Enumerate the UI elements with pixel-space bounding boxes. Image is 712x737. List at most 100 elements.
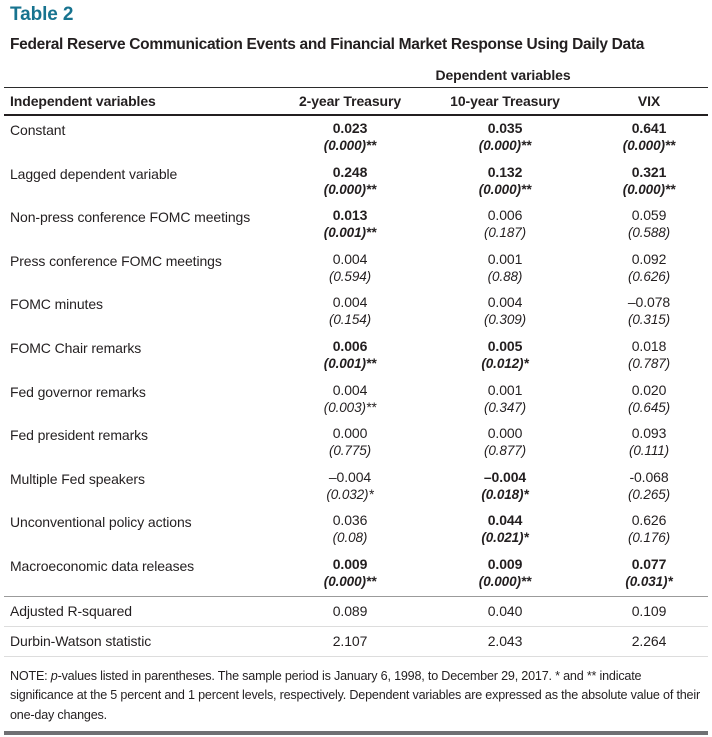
coefficient: 0.044 <box>487 512 523 529</box>
p-value: (0.154) <box>328 312 372 328</box>
p-value: (0.626) <box>627 268 671 284</box>
table-row-fed-governor: Fed governor remarks 0.004 (0.003)** 0.0… <box>4 378 708 422</box>
table-row-macro-data: Macroeconomic data releases 0.009 (0.000… <box>4 552 708 596</box>
table-row-constant: Constant 0.023 (0.000)** 0.035 (0.000)**… <box>4 116 708 160</box>
cell: 0.018 (0.787) <box>590 334 708 378</box>
p-value: (0.08) <box>332 530 368 546</box>
coefficient: 0.004 <box>487 294 523 311</box>
cell: 0.001 (0.88) <box>420 247 590 291</box>
note-prefix: NOTE: <box>10 668 51 683</box>
rule-between-stats <box>4 625 708 627</box>
coefficient: –0.078 <box>627 294 671 311</box>
cell: 0.005 (0.012)* <box>420 334 590 378</box>
cell: 0.641 (0.000)** <box>590 116 708 160</box>
p-value: (0.645) <box>627 399 671 415</box>
cell: –0.004 (0.018)* <box>420 465 590 509</box>
cell: 0.248 (0.000)** <box>280 160 420 204</box>
column-header-row: Independent variables 2-year Treasury 10… <box>4 88 708 114</box>
rule-above-stats <box>4 595 708 597</box>
cell: 0.000 (0.775) <box>280 421 420 465</box>
stat-value: 2.107 <box>332 632 368 649</box>
rule-under-group-header <box>4 87 708 88</box>
row-label: Adjusted R-squared <box>10 602 132 619</box>
cell: –0.078 (0.315) <box>590 290 708 334</box>
p-value: (0.000)** <box>478 138 532 153</box>
coefficient: 0.000 <box>487 425 523 442</box>
p-value: (0.877) <box>483 443 527 459</box>
coefficient: –0.004 <box>328 468 372 485</box>
stat-value: 2.264 <box>631 632 667 649</box>
coefficient: 0.013 <box>332 207 368 224</box>
regression-table: Dependent variables Independent variable… <box>4 63 708 736</box>
coefficient: 0.093 <box>631 425 667 442</box>
table-row-press-fomc: Press conference FOMC meetings 0.004 (0.… <box>4 247 708 291</box>
p-value: (0.000)** <box>478 573 532 589</box>
coefficient: 0.036 <box>332 512 368 529</box>
bottom-rule <box>4 731 708 736</box>
coefficient: 0.077 <box>631 555 667 572</box>
row-label: Multiple Fed speakers <box>10 470 145 487</box>
p-value: (0.012)* <box>481 355 529 371</box>
table-row-lagged-dependent: Lagged dependent variable 0.248 (0.000)*… <box>4 160 708 204</box>
coefficient: 0.004 <box>332 381 368 398</box>
stat-value: 0.040 <box>487 602 523 619</box>
cell: 0.013 (0.001)** <box>280 203 420 247</box>
coefficient: 0.006 <box>332 337 368 354</box>
coefficient: 0.004 <box>332 250 368 267</box>
cell: -0.068 (0.265) <box>590 465 708 509</box>
cell: 0.004 (0.154) <box>280 290 420 334</box>
stat-value: 0.109 <box>631 602 667 619</box>
p-value: (0.021)* <box>481 530 529 546</box>
cell: 0.004 (0.594) <box>280 247 420 291</box>
coefficient: 0.006 <box>487 207 523 224</box>
row-label: Unconventional policy actions <box>10 514 192 531</box>
table-row-adjusted-r-squared: Adjusted R-squared 0.089 0.040 0.109 <box>4 597 708 626</box>
row-label: Lagged dependent variable <box>10 165 178 182</box>
column-header-2yr-treasury: 2-year Treasury <box>298 93 402 109</box>
cell: 0.004 (0.003)** <box>280 378 420 422</box>
coefficient: 0.626 <box>631 512 667 529</box>
table-row-unconventional-policy: Unconventional policy actions 0.036 (0.0… <box>4 508 708 552</box>
cell: 0.059 (0.588) <box>590 203 708 247</box>
p-value: (0.018)* <box>481 486 529 502</box>
table-title: Federal Reserve Communication Events and… <box>10 36 645 53</box>
p-value: (0.000)** <box>323 181 377 197</box>
p-value: (0.309) <box>483 312 527 328</box>
p-value: (0.787) <box>627 355 671 371</box>
coefficient: -0.068 <box>629 468 669 485</box>
coefficient: 0.018 <box>631 337 667 354</box>
cell: 0.035 (0.000)** <box>420 116 590 160</box>
table-number-label: Table 2 <box>10 4 74 25</box>
coefficient: –0.004 <box>483 468 527 485</box>
p-value: (0.594) <box>328 268 372 284</box>
coefficient: 0.009 <box>487 555 523 572</box>
column-header-vix: VIX <box>637 93 661 109</box>
rule-under-column-headers <box>4 114 708 116</box>
coefficient: 0.020 <box>631 381 667 398</box>
row-label: Fed governor remarks <box>10 383 146 400</box>
table-note: NOTE: p-values listed in parentheses. Th… <box>4 667 708 726</box>
p-value: (0.775) <box>328 443 372 459</box>
coefficient: 0.641 <box>631 120 667 136</box>
cell: 0.001 (0.347) <box>420 378 590 422</box>
p-value: (0.001)** <box>323 225 377 241</box>
coefficient: 0.000 <box>332 425 368 442</box>
cell: 0.009 (0.000)** <box>420 552 590 596</box>
cell: 0.077 (0.031)* <box>590 552 708 596</box>
cell: 0.023 (0.000)** <box>280 116 420 160</box>
cell: –0.004 (0.032)* <box>280 465 420 509</box>
p-value: (0.88) <box>487 268 523 284</box>
cell: 0.000 (0.877) <box>420 421 590 465</box>
p-value: (0.031)* <box>625 573 673 589</box>
cell: 0.132 (0.000)** <box>420 160 590 204</box>
cell: 0.006 (0.001)** <box>280 334 420 378</box>
row-label: Fed president remarks <box>10 427 148 444</box>
dependent-variables-header: Dependent variables <box>435 67 571 83</box>
note-text: -values listed in parentheses. The sampl… <box>10 668 700 722</box>
table-row-fed-president: Fed president remarks 0.000 (0.775) 0.00… <box>4 421 708 465</box>
coefficient: 0.023 <box>332 120 368 136</box>
p-value: (0.588) <box>627 225 671 241</box>
row-label: FOMC minutes <box>10 296 103 313</box>
p-value: (0.000)** <box>478 181 532 197</box>
